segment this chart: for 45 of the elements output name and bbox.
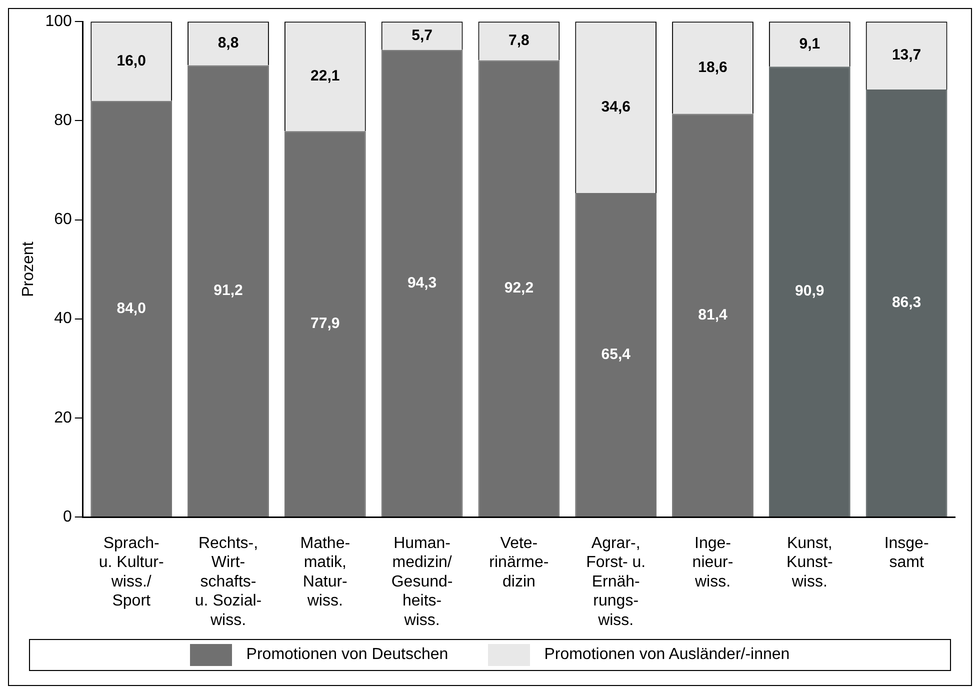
y-tick-label: 80 [54, 112, 72, 130]
data-label: 16,0 [116, 52, 146, 70]
bar [284, 131, 366, 516]
y-tick-label: 0 [62, 508, 72, 526]
data-label: 81,4 [698, 306, 728, 324]
data-label: 65,4 [601, 346, 632, 363]
x-tick-label: Mathe- matik, Natur- wiss. [300, 535, 350, 610]
x-tick-label: Insge- samt [884, 535, 929, 572]
y-tick-label: 40 [54, 310, 72, 328]
data-label: 90,9 [795, 282, 824, 300]
y-axis-title: Prozent [20, 241, 38, 297]
x-tick-label: Human- medizin/ Gesund- heits- wiss. [391, 535, 453, 629]
x-tick-label: Kunst, Kunst- wiss. [786, 535, 833, 590]
data-label: 7,8 [508, 32, 530, 50]
y-tick-label: 100 [45, 13, 72, 30]
bar [188, 65, 269, 516]
bar [768, 66, 850, 516]
x-tick-label: Rechts-, Wirt- schafts- u. Sozial- wiss. [194, 535, 262, 629]
x-tick-label: Sprach- u. Kultur- wiss./ Sport [98, 535, 164, 610]
data-label: 34,6 [601, 98, 630, 116]
bar [381, 50, 463, 516]
legend-label: Promotionen von Deutschen [246, 646, 448, 664]
legend-label: Promotionen von Ausländer/-innen [544, 646, 790, 664]
data-label: 84,0 [116, 300, 146, 317]
data-label: 94,3 [407, 274, 437, 292]
y-tick-label: 60 [54, 211, 72, 228]
x-tick-label: Agrar-, Forst- u. Ernäh- rungs- wiss. [586, 535, 646, 629]
data-label: 18,6 [698, 58, 728, 76]
data-label: 77,9 [310, 314, 340, 332]
data-label: 8,8 [218, 34, 239, 52]
bar [672, 114, 754, 516]
bar [478, 60, 560, 516]
data-label: 91,2 [214, 282, 243, 299]
bar [90, 100, 172, 516]
bar [866, 89, 948, 516]
data-label: 5,7 [412, 26, 432, 44]
bar [575, 193, 657, 516]
x-tick-label: Vete- rinärme- dizin [489, 535, 549, 590]
data-label: 9,1 [799, 35, 820, 52]
data-label: 22,1 [310, 67, 340, 84]
data-label: 92,2 [504, 280, 534, 297]
x-tick-label: Inge- nieur- wiss. [692, 535, 734, 590]
data-label: 13,7 [892, 46, 922, 64]
y-tick-label: 20 [54, 409, 72, 426]
data-label: 86,3 [892, 294, 922, 312]
